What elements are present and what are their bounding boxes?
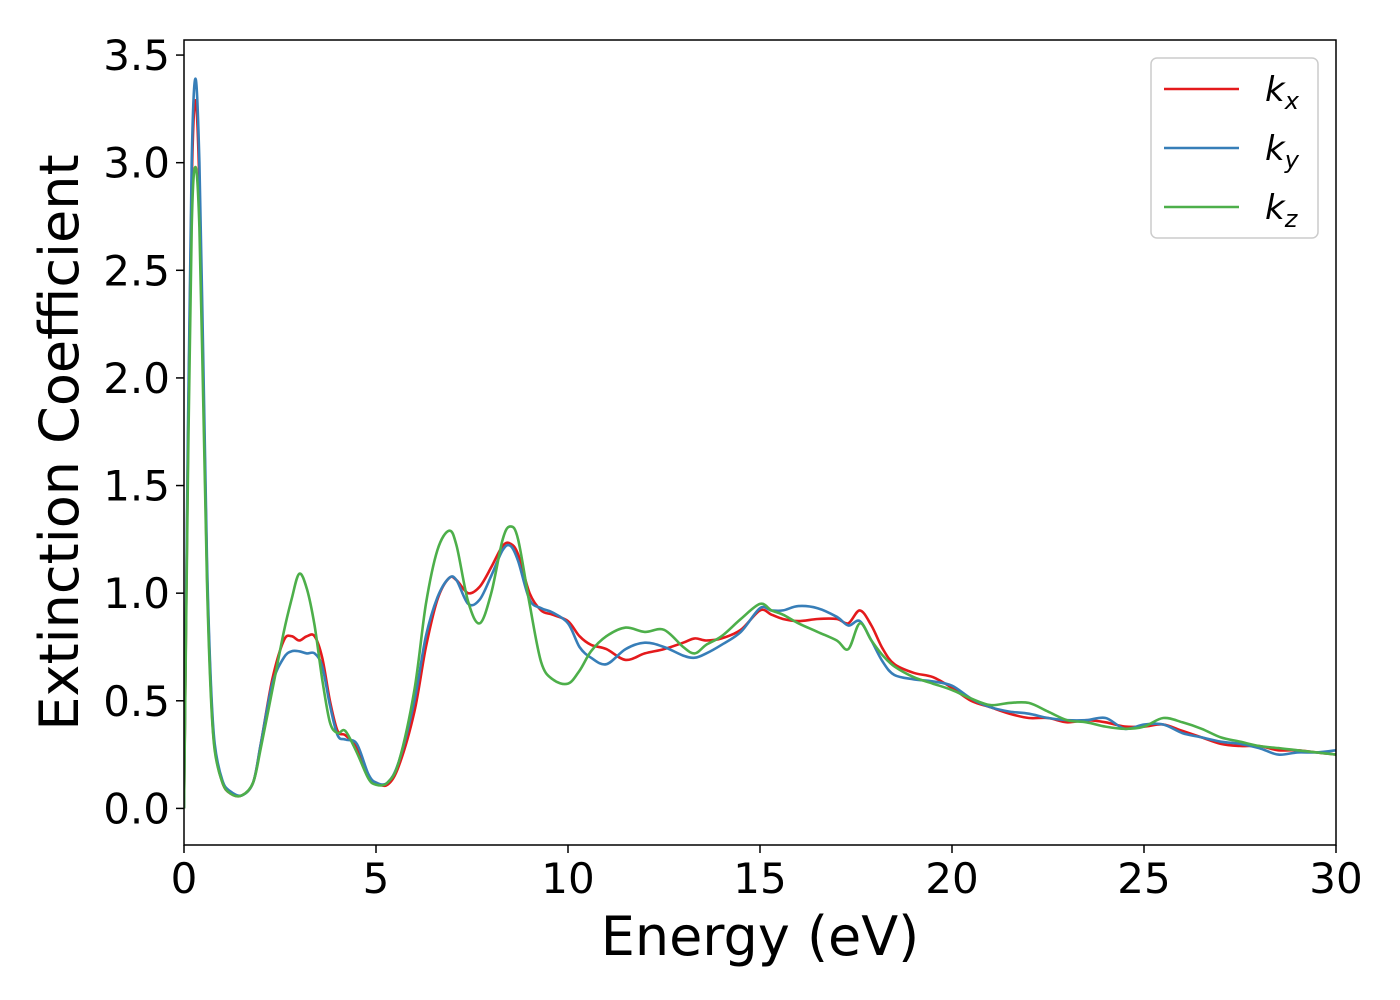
legend-label-z: kz (1265, 188, 1299, 233)
y-tick-label: 3.5 (103, 31, 170, 80)
y-tick-label: 1.0 (103, 569, 170, 618)
y-tick-label: 0.0 (103, 784, 170, 833)
series-line-z (184, 165, 1336, 809)
x-tick-label: 5 (363, 854, 390, 903)
y-tick-label: 0.5 (103, 677, 170, 726)
x-tick-label: 25 (1117, 854, 1170, 903)
x-tick-label: 30 (1309, 854, 1362, 903)
y-tick-label: 3.0 (103, 139, 170, 188)
y-axis-title: Extinction Coefficient (28, 154, 91, 730)
y-tick-label: 2.5 (103, 246, 170, 295)
x-tick-label: 10 (541, 854, 594, 903)
plot-series-group (184, 77, 1336, 809)
y-tick-label: 1.5 (103, 462, 170, 511)
x-tick-label: 0 (171, 854, 198, 903)
y-tick-label: 2.0 (103, 354, 170, 403)
y-axis: 0.0 0.5 1.0 1.5 2.0 2.5 3.0 3.5 (103, 31, 184, 833)
x-tick-label: 15 (733, 854, 786, 903)
legend-label-x: kx (1265, 70, 1300, 115)
x-tick-label: 20 (925, 854, 978, 903)
legend-label-y: ky (1265, 129, 1300, 174)
legend: kx ky kz (1150, 57, 1319, 239)
x-axis-title: Energy (eV) (601, 905, 920, 968)
x-axis: 0 5 10 15 20 25 30 (171, 845, 1363, 903)
